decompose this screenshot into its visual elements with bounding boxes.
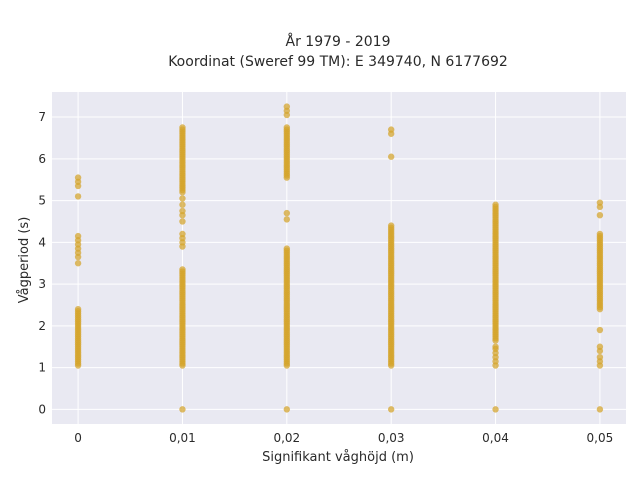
data-point [179, 218, 186, 225]
data-point [283, 245, 291, 252]
y-tick-label: 4 [38, 235, 46, 249]
data-point [283, 209, 291, 217]
y-tick-label: 3 [38, 277, 46, 291]
data-point [179, 230, 186, 238]
data-point [179, 124, 186, 131]
data-point [492, 201, 499, 208]
data-point [179, 266, 186, 273]
data-point [74, 260, 82, 267]
y-tick-label: 6 [38, 152, 46, 166]
x-axis-title: Signifikant våghöjd (m) [262, 450, 414, 465]
data-point [492, 343, 499, 350]
x-tick-label: 0,02 [273, 431, 300, 445]
y-tick-label: 5 [38, 194, 46, 208]
y-tick-label: 0 [38, 402, 46, 416]
plot-area: 0 0,01 0,02 0,03 0,04 0,05 0 1 2 3 4 5 6 7 [38, 92, 626, 445]
y-tick-label: 2 [38, 319, 46, 333]
data-point [74, 174, 82, 181]
data-point [179, 207, 186, 215]
data-point [596, 211, 604, 219]
data-point [596, 343, 604, 350]
data-point [596, 406, 604, 413]
y-tick-label: 1 [38, 361, 46, 375]
data-point [283, 406, 291, 413]
data-point [387, 126, 395, 133]
data-point [283, 124, 291, 131]
x-tick-label: 0,01 [169, 431, 196, 445]
data-point [387, 406, 395, 413]
chart-subtitle: Koordinat (Sweref 99 TM): E 349740, N 61… [168, 54, 508, 70]
x-tick-label: 0,04 [482, 431, 509, 445]
y-axis-title: Vågperiod (s) [17, 217, 32, 304]
x-tick-label: 0 [74, 431, 82, 445]
data-point [74, 193, 82, 200]
y-tick-label: 7 [38, 110, 46, 124]
data-point [596, 230, 604, 238]
data-point [596, 326, 604, 334]
data-point [74, 232, 82, 240]
data-point [74, 305, 82, 313]
data-point [492, 406, 499, 413]
data-point [179, 201, 186, 208]
data-point [179, 406, 186, 413]
data-point [283, 103, 291, 110]
data-point [387, 222, 395, 229]
data-point [596, 353, 604, 361]
chart-title: År 1979 - 2019 [286, 33, 391, 50]
x-tick-label: 0,03 [378, 431, 405, 445]
plot-background [52, 92, 626, 424]
data-point [283, 216, 291, 223]
x-tick-label: 0,05 [587, 431, 614, 445]
data-point [179, 195, 186, 202]
data-point [596, 199, 604, 206]
data-point [387, 153, 395, 160]
